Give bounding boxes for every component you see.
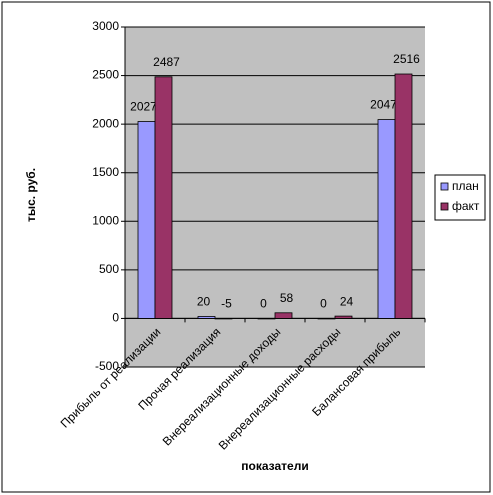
plot-area	[125, 27, 425, 367]
data-label: 2027	[130, 100, 157, 114]
bar	[317, 318, 336, 320]
data-label: 2516	[393, 52, 420, 66]
y-tick-label: -500	[95, 359, 119, 373]
data-label: 2487	[153, 55, 180, 69]
y-tick-label: 1000	[92, 213, 119, 227]
bar	[197, 316, 216, 319]
data-label: 20	[197, 295, 211, 309]
y-tick-label: 3000	[92, 19, 119, 33]
bar	[214, 318, 233, 320]
data-label: 24	[340, 294, 354, 308]
y-tick-label: 2000	[92, 116, 119, 130]
legend-swatch	[440, 182, 449, 191]
bar	[137, 121, 156, 319]
legend-swatch	[440, 202, 449, 211]
data-label: 2047	[370, 98, 397, 112]
data-label: 58	[280, 291, 294, 305]
y-tick-label: 2500	[92, 68, 119, 82]
y-tick-label: 0	[112, 311, 119, 325]
legend-box	[434, 174, 486, 221]
legend-label: факт	[452, 199, 480, 213]
data-label: 0	[320, 297, 327, 311]
y-tick-label: 500	[99, 262, 119, 276]
y-axis-label: тыс. руб.	[24, 168, 38, 222]
legend-label: план	[452, 179, 479, 193]
bar	[394, 73, 413, 319]
bar	[154, 76, 173, 319]
bar	[377, 119, 396, 319]
y-tick-label: 1500	[92, 165, 119, 179]
data-label: -5	[221, 297, 232, 311]
bar	[334, 315, 353, 319]
bar	[274, 312, 293, 319]
x-axis-label: показатели	[241, 459, 308, 473]
bar	[257, 318, 276, 320]
data-label: 0	[260, 297, 267, 311]
